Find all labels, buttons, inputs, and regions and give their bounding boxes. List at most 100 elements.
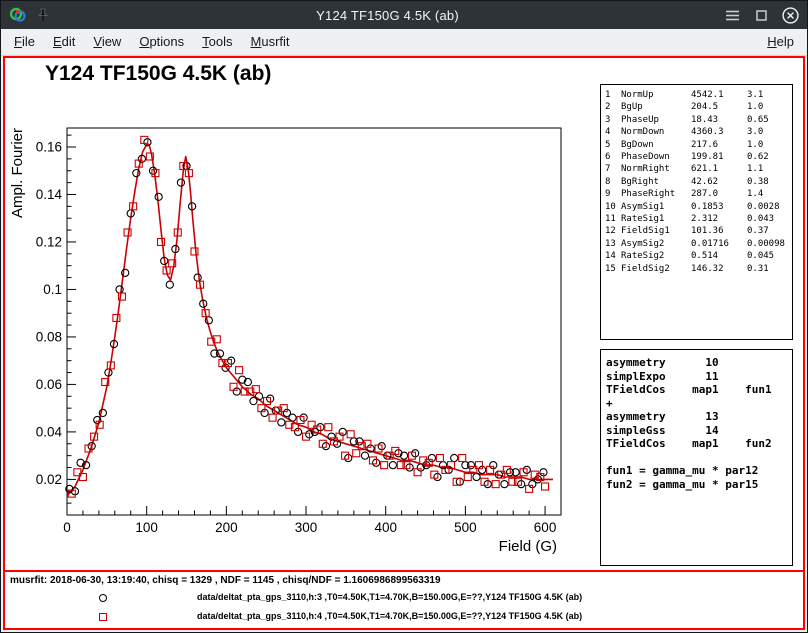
info-pad[interactable]: musrfit: 2018-06-30, 13:19:40, chisq = 1… bbox=[5, 570, 803, 628]
x-tick-label: 600 bbox=[534, 520, 557, 535]
param-value: 146.32 bbox=[691, 263, 747, 275]
param-error: 0.045 bbox=[747, 250, 792, 262]
legend-row: data/deltat_pta_gps_3110,h:4 ,T0=4.50K,T… bbox=[5, 608, 803, 627]
param-error: 0.0028 bbox=[747, 201, 792, 213]
data-point-circle bbox=[278, 419, 285, 426]
param-index: 11 bbox=[605, 213, 621, 225]
data-point-square bbox=[353, 450, 360, 457]
data-point-circle bbox=[177, 179, 184, 186]
data-point-circle bbox=[166, 281, 173, 288]
data-point-circle bbox=[289, 414, 296, 421]
theory-line: TFieldCos map1 fun2 bbox=[606, 437, 792, 451]
param-index: 8 bbox=[605, 176, 621, 188]
y-axis-title: Ampl. Fourier bbox=[9, 128, 26, 218]
param-row: 15FieldSig2146.320.31 bbox=[605, 263, 792, 275]
menu-icon[interactable] bbox=[724, 7, 741, 24]
param-name: PhaseDown bbox=[621, 151, 691, 163]
param-name: FieldSig2 bbox=[621, 263, 691, 275]
param-index: 1 bbox=[605, 89, 621, 101]
theory-line: asymmetry 13 bbox=[606, 410, 792, 424]
plot-pad[interactable]: Y124 TF150G 4.5K (ab) 010020030040050060… bbox=[5, 58, 803, 570]
param-name: NormUp bbox=[621, 89, 691, 101]
param-error: 0.62 bbox=[747, 151, 792, 163]
param-row: 12FieldSig1101.360.37 bbox=[605, 225, 792, 237]
circle-marker-icon bbox=[99, 594, 107, 602]
param-row: 9PhaseRight287.01.4 bbox=[605, 188, 792, 200]
param-error: 1.1 bbox=[747, 163, 792, 175]
legend-row: data/deltat_pta_gps_3110,h:3 ,T0=4.50K,T… bbox=[5, 589, 803, 608]
title-bar[interactable]: Y124 TF150G 4.5K (ab) bbox=[1, 1, 807, 29]
param-row: 3PhaseUp18.430.65 bbox=[605, 114, 792, 126]
data-point-circle bbox=[501, 481, 508, 488]
root-canvas[interactable]: Y124 TF150G 4.5K (ab) 010020030040050060… bbox=[3, 56, 805, 630]
param-name: PhaseUp bbox=[621, 114, 691, 126]
data-point-square bbox=[381, 462, 388, 469]
menu-edit[interactable]: Edit bbox=[44, 29, 84, 55]
data-point-square bbox=[158, 238, 165, 245]
y-tick-label: 0.12 bbox=[36, 234, 62, 249]
param-value: 0.01716 bbox=[691, 238, 747, 250]
window-title: Y124 TF150G 4.5K (ab) bbox=[51, 8, 724, 23]
param-index: 9 bbox=[605, 188, 621, 200]
param-row: 2BgUp204.51.0 bbox=[605, 101, 792, 113]
close-icon[interactable] bbox=[782, 7, 799, 24]
param-index: 15 bbox=[605, 263, 621, 275]
param-error: 0.00098 bbox=[747, 238, 792, 250]
param-index: 5 bbox=[605, 139, 621, 151]
param-error: 0.31 bbox=[747, 263, 792, 275]
theory-line: fun1 = gamma_mu * par12 bbox=[606, 464, 792, 478]
param-row: 4NormDown4360.33.0 bbox=[605, 126, 792, 138]
menu-musrfit[interactable]: Musrfit bbox=[242, 29, 299, 55]
data-point-square bbox=[325, 424, 332, 431]
param-index: 13 bbox=[605, 238, 621, 250]
legend-label: data/deltat_pta_gps_3110,h:3 ,T0=4.50K,T… bbox=[197, 592, 582, 602]
theory-line: fun2 = gamma_mu * par15 bbox=[606, 478, 792, 492]
fit-parameters-box[interactable]: 1NormUp4542.13.12BgUp204.51.03PhaseUp18.… bbox=[600, 84, 793, 340]
param-row: 11RateSig12.3120.043 bbox=[605, 213, 792, 225]
menu-file[interactable]: File bbox=[5, 29, 44, 55]
theory-line: + bbox=[606, 397, 792, 411]
param-name: RateSig1 bbox=[621, 213, 691, 225]
param-row: 13AsymSig20.017160.00098 bbox=[605, 238, 792, 250]
param-name: BgRight bbox=[621, 176, 691, 188]
x-axis-title: Field (G) bbox=[499, 538, 557, 555]
pin-icon[interactable] bbox=[34, 7, 51, 24]
fit-info-line: musrfit: 2018-06-30, 13:19:40, chisq = 1… bbox=[10, 575, 441, 586]
param-index: 14 bbox=[605, 250, 621, 262]
app-icon bbox=[9, 7, 26, 24]
menu-help[interactable]: Help bbox=[758, 29, 803, 55]
param-index: 7 bbox=[605, 163, 621, 175]
data-point-circle bbox=[451, 454, 458, 461]
square-marker-icon bbox=[99, 613, 107, 621]
menu-tools[interactable]: Tools bbox=[193, 29, 241, 55]
theory-box[interactable]: asymmetry 10simplExpo 11TFieldCos map1 f… bbox=[600, 349, 793, 566]
param-error: 1.0 bbox=[747, 101, 792, 113]
data-point-square bbox=[464, 474, 471, 481]
data-point-circle bbox=[133, 170, 140, 177]
x-tick-label: 100 bbox=[135, 520, 158, 535]
param-index: 6 bbox=[605, 151, 621, 163]
param-name: BgDown bbox=[621, 139, 691, 151]
param-value: 4542.1 bbox=[691, 89, 747, 101]
theory-line: TFieldCos map1 fun1 bbox=[606, 383, 792, 397]
param-name: NormRight bbox=[621, 163, 691, 175]
param-row: 6PhaseDown199.810.62 bbox=[605, 151, 792, 163]
y-tick-label: 0.1 bbox=[43, 282, 62, 297]
param-error: 3.1 bbox=[747, 89, 792, 101]
theory-line: simpleGss 14 bbox=[606, 424, 792, 438]
data-point-square bbox=[191, 248, 198, 255]
maximize-icon[interactable] bbox=[753, 7, 770, 24]
data-point-circle bbox=[361, 452, 368, 459]
param-name: RateSig2 bbox=[621, 250, 691, 262]
param-index: 12 bbox=[605, 225, 621, 237]
param-index: 2 bbox=[605, 101, 621, 113]
theory-line bbox=[606, 451, 792, 465]
menu-view[interactable]: View bbox=[84, 29, 130, 55]
fit-curve bbox=[67, 145, 553, 496]
param-name: PhaseRight bbox=[621, 188, 691, 200]
param-value: 42.62 bbox=[691, 176, 747, 188]
param-error: 1.0 bbox=[747, 139, 792, 151]
menu-options[interactable]: Options bbox=[130, 29, 193, 55]
param-name: FieldSig1 bbox=[621, 225, 691, 237]
param-row: 8BgRight42.620.38 bbox=[605, 176, 792, 188]
